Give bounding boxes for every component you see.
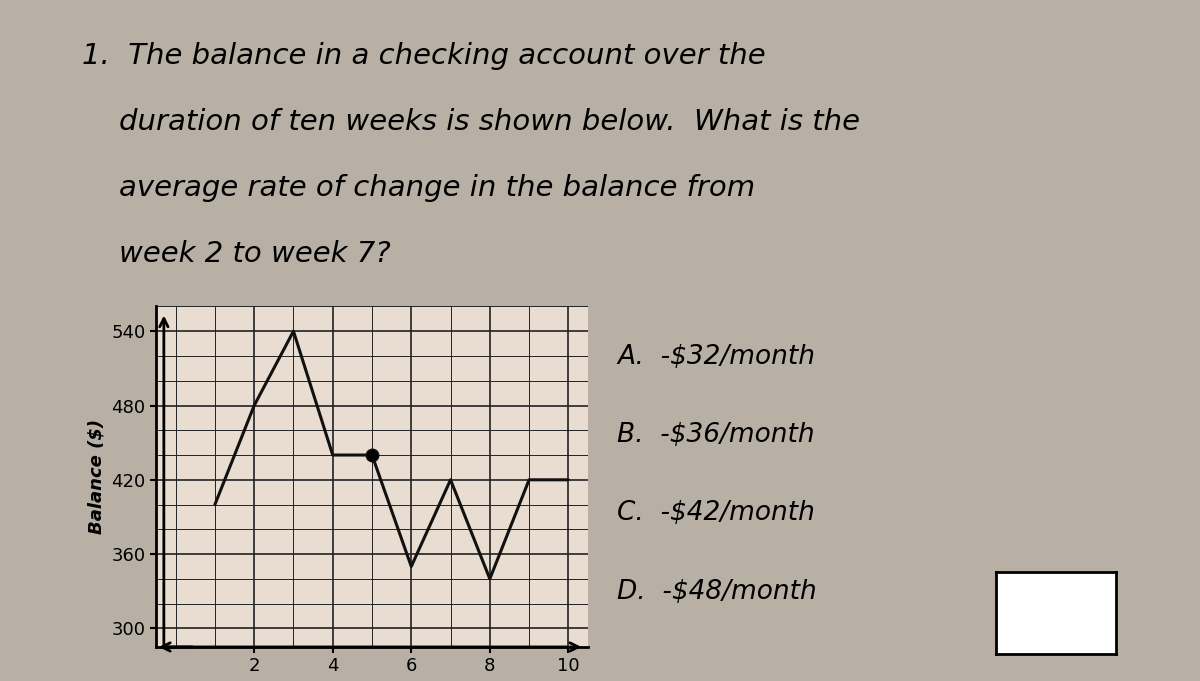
Text: B.  -$36/month: B. -$36/month — [617, 422, 815, 448]
Text: A.  -$32/month: A. -$32/month — [617, 344, 815, 370]
Text: D.  -$48/month: D. -$48/month — [617, 579, 817, 605]
Text: 1.  The balance in a checking account over the: 1. The balance in a checking account ove… — [82, 42, 766, 70]
Text: duration of ten weeks is shown below.  What is the: duration of ten weeks is shown below. Wh… — [82, 108, 860, 136]
Text: average rate of change in the balance from: average rate of change in the balance fr… — [82, 174, 755, 202]
Text: week 2 to week 7?: week 2 to week 7? — [82, 240, 391, 268]
Y-axis label: Balance ($): Balance ($) — [88, 419, 106, 535]
Text: C.  -$42/month: C. -$42/month — [617, 501, 815, 526]
